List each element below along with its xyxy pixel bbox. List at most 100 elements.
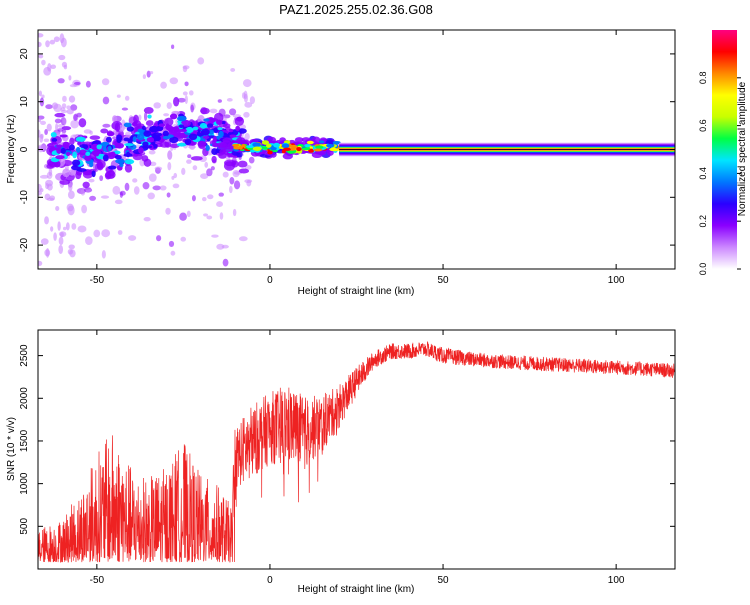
spectrogram-noise-blob: [58, 54, 66, 61]
spectrogram-signal-blob: [116, 137, 122, 144]
spectrogram-noise-blob: [229, 177, 235, 185]
spectrogram-y-ticks: -20 -10 0 10 20: [19, 48, 675, 252]
spectrogram-noise-blob: [206, 215, 213, 220]
spectrogram-noise-blob: [61, 129, 67, 134]
spectrogram-signal-blob: [72, 151, 78, 159]
spectrogram-signal-blob: [192, 126, 199, 131]
spectrogram-signal-blob: [178, 124, 184, 128]
colorbar-tick-label: 0.6: [698, 119, 708, 132]
spectrogram-halo-blob: [224, 159, 236, 167]
spectrogram-halo-blob: [145, 120, 154, 127]
spectrogram-noise-blob: [38, 260, 43, 266]
spectrogram-noise-blob: [211, 234, 219, 238]
spectrogram-noise-blob: [49, 39, 56, 45]
spectrogram-halo-blob: [78, 118, 87, 128]
spectrogram-noise-blob: [43, 138, 50, 143]
spectrogram-signal-blob: [59, 134, 68, 138]
spectrogram-noise-blob: [76, 112, 82, 118]
spectrogram-ylabel: Frequency (Hz): [6, 115, 17, 184]
spectrogram-noise-blob: [57, 221, 61, 231]
spectrogram-noise-blob: [61, 103, 67, 109]
spectrogram-converging-blob: [301, 147, 311, 151]
spectrogram-noise-blob: [83, 129, 92, 134]
spectrogram-noise-blob: [93, 229, 101, 238]
spectrogram-noise-blob: [41, 94, 45, 99]
spectrogram-noise-blob: [124, 95, 130, 101]
spectrogram-noise-blob: [58, 244, 64, 254]
spectrogram-noise-blob: [71, 223, 77, 230]
spectrogram-x-tick-label: 50: [437, 275, 449, 286]
spectrogram-noise-blob: [112, 136, 117, 140]
snr-frame: [37, 329, 676, 570]
snr-series-line: [38, 341, 675, 563]
spectrogram-signal-blob: [56, 147, 62, 154]
snr-x-tick-label: -50: [90, 575, 105, 586]
spectrogram-signal-blob: [55, 155, 65, 160]
spectrogram-noise-blob: [166, 192, 171, 198]
spectrogram-noise-blob: [66, 108, 74, 115]
spectrogram-halo-blob: [141, 155, 149, 162]
spectrogram-halo-blob: [237, 160, 248, 168]
spectrogram-noise-blob: [60, 37, 67, 48]
spectrogram-signal-blob: [203, 118, 210, 122]
spectrogram-noise-blob: [216, 201, 224, 208]
spectrogram-signal-blob: [158, 123, 166, 127]
spectrogram-halo-blob: [54, 112, 66, 118]
spectrogram-noise-blob: [207, 194, 214, 200]
spectrogram-noise-blob: [159, 185, 167, 191]
spectrogram-signal-blob: [62, 141, 70, 149]
spectrogram-noise-blob: [171, 175, 175, 180]
spectrogram-noise-blob: [165, 207, 171, 215]
snr-x-tick-label: 100: [608, 575, 625, 586]
spectrogram-noise-blob: [38, 90, 43, 97]
spectrogram-noise-blob: [153, 102, 161, 109]
spectrogram-noise-blob: [40, 133, 44, 139]
spectrogram-halo-blob: [143, 106, 154, 114]
spectrogram-noise-blob: [166, 102, 172, 110]
spectrogram-noise-blob: [239, 236, 248, 242]
spectrogram-signal-blob: [123, 137, 130, 142]
spectrogram-noise-blob: [143, 111, 148, 121]
spectrogram-noise-blob: [68, 183, 73, 192]
spectrogram-noise-blob: [206, 168, 213, 177]
spectrogram-signal-blob: [91, 170, 96, 178]
spectrogram-x-ticks: -50 0 50 100: [90, 30, 625, 286]
spectrogram-y-tick-label: -10: [19, 190, 30, 205]
spectrogram-converging-blob: [315, 145, 324, 149]
spectrogram-signal-blob: [143, 130, 152, 137]
spectrogram-noise-blob: [229, 108, 237, 116]
spectrogram-noise-blob: [67, 248, 74, 255]
spectrogram-signal-blob: [138, 147, 144, 154]
spectrogram-noise-blob: [40, 238, 49, 245]
spectrogram-halo-blob: [124, 163, 133, 173]
spectrogram-noise-blob: [70, 104, 78, 111]
spectrogram-signal-blob: [124, 159, 135, 165]
spectrogram-noise-blob: [192, 165, 198, 171]
spectrogram-halo-blob: [135, 123, 145, 128]
spectrogram-noise-blob: [112, 185, 121, 195]
spectrogram-noise-blob: [186, 159, 192, 164]
spectrogram-converging-blob: [329, 147, 338, 152]
spectrogram-signal-blob: [115, 158, 125, 164]
spectrogram-converging-halo: [225, 144, 234, 150]
spectrogram-noise-blob: [186, 210, 191, 218]
spectrogram-noise-blob: [73, 81, 81, 86]
spectrogram-noise-blob: [180, 236, 187, 242]
spectrogram-noise-blob: [147, 192, 155, 200]
spectrogram-noise-blob: [73, 114, 78, 121]
spectrogram-signal-blob: [229, 134, 237, 138]
spectrogram-halo-blob: [238, 168, 250, 174]
spectrogram-noise-blob: [99, 175, 104, 182]
spectrogram-noise-blob: [50, 64, 57, 70]
spectrogram-noise-blob: [133, 186, 140, 195]
spectrogram-signal-blob: [119, 163, 124, 168]
spectrogram-signal-blob: [131, 121, 138, 127]
spectrogram-signal-blob: [205, 144, 210, 152]
spectrogram-noise-blob: [229, 185, 233, 194]
spectrogram-signal-blob: [126, 126, 135, 132]
spectrogram-noise-blob: [148, 173, 157, 182]
spectrogram-noise-blob: [38, 33, 44, 38]
spectrogram-converging-blob: [272, 149, 278, 153]
spectrogram-converging-blob: [252, 146, 262, 151]
